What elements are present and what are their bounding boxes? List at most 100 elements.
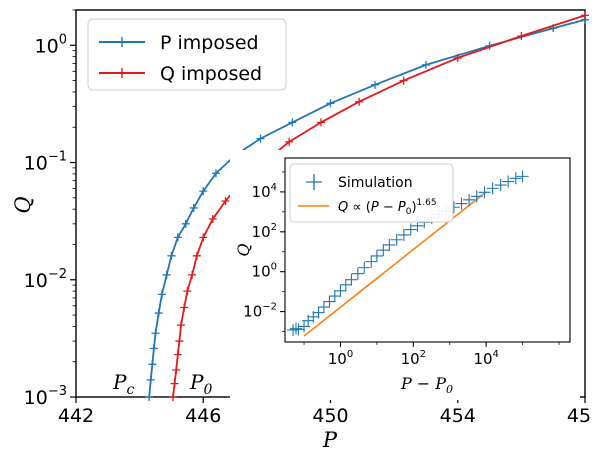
inset-x-tick-label: 102 [401, 349, 426, 368]
x-tick-label: 450 [312, 405, 348, 427]
data-point-simulation [502, 175, 515, 188]
data-point-simulation [323, 295, 336, 308]
main-y-axis-label: Q [11, 196, 35, 213]
data-point-simulation [494, 179, 507, 192]
main-x-axis-label: P [322, 428, 338, 452]
inset-y-ticks: 10−2 100 102 104 [243, 171, 285, 332]
data-point-p-imposed [149, 344, 158, 353]
data-point-q-imposed [453, 53, 462, 62]
y-tick-label: 10−3 [24, 384, 67, 409]
data-point-q-imposed [355, 97, 364, 106]
data-point-simulation [470, 190, 483, 203]
legend-label-p-imposed: P imposed [160, 32, 259, 54]
data-point-simulation [365, 255, 378, 268]
data-point-simulation [317, 301, 330, 314]
data-point-p-imposed [148, 360, 157, 369]
data-point-p-imposed [151, 329, 160, 338]
legend-marker-simulation [306, 174, 322, 190]
x-tick-label: 458 [567, 405, 592, 427]
data-point-p-imposed [189, 203, 198, 212]
data-point-simulation [339, 278, 352, 291]
main-y-ticks: 10−3 10−2 10−1 100 [24, 9, 76, 409]
annotation-p0-sub: 0 [203, 382, 212, 398]
data-point-simulation [358, 261, 371, 274]
data-point-p-imposed [146, 375, 155, 384]
data-point-p-imposed [211, 169, 220, 178]
inset-x-axis-label: P − P0 [400, 374, 453, 396]
data-point-q-imposed [172, 365, 181, 374]
y-tick-label: 10−2 [24, 267, 67, 292]
data-point-q-imposed [188, 270, 197, 279]
data-point-p-imposed [421, 60, 430, 69]
x-tick-label: 446 [185, 405, 221, 427]
inset-y-tick-label: 10−2 [243, 302, 277, 321]
series-line-q-imposed [172, 14, 586, 398]
data-point-q-imposed [517, 32, 526, 41]
inset-y-tick-label: 100 [252, 262, 277, 281]
data-point-q-imposed [170, 379, 179, 388]
data-point-simulation [370, 249, 383, 262]
inset-y-tick-label: 102 [252, 222, 277, 241]
y-tick-label: 10−1 [24, 150, 67, 175]
data-point-q-imposed [208, 214, 217, 223]
data-point-simulation [351, 267, 364, 280]
inset-legend: Simulation Q ∝ (P − P0)1.65 [289, 163, 454, 223]
data-point-q-imposed [175, 337, 184, 346]
data-point-q-imposed [316, 118, 325, 127]
main-x-ticks: 442 446 450 454 458 [58, 397, 592, 427]
legend-marker-p-imposed [117, 37, 127, 47]
data-point-simulation [334, 284, 347, 297]
data-point-simulation [486, 182, 499, 195]
data-point-p-imposed [256, 134, 265, 143]
data-point-q-imposed [192, 251, 201, 260]
data-point-p-imposed [157, 290, 166, 299]
data-point-q-imposed [199, 233, 208, 242]
data-point-simulation [328, 290, 341, 303]
annotation-pc-sub: c [126, 382, 134, 398]
data-point-simulation [463, 193, 476, 206]
data-point-p-imposed [326, 99, 335, 108]
data-point-q-imposed [183, 287, 192, 296]
data-point-simulation [287, 323, 300, 336]
inset-y-axis-label: Q [234, 243, 253, 256]
data-point-simulation [397, 228, 410, 241]
main-series-group [145, 11, 589, 401]
y-tick-label: 100 [35, 32, 67, 57]
data-point-simulation [516, 170, 529, 183]
x-tick-label: 442 [58, 405, 94, 427]
main-legend: P imposed Q imposed [87, 18, 287, 91]
legend-label-simulation: Simulation [338, 175, 413, 191]
inset-x-ticks: 100 102 104 [303, 342, 560, 368]
data-point-simulation [390, 233, 403, 246]
annotation-pc-text: P [112, 370, 127, 394]
series-line-power-law-fit [303, 191, 487, 337]
legend-label-power-law-fit: Q ∝ (P − P0)1.65 [338, 198, 437, 217]
inset-y-tick-label: 104 [252, 182, 277, 201]
inset-x-tick-label: 104 [473, 349, 498, 368]
annotation-p0: P0 [189, 370, 212, 398]
data-point-q-imposed [176, 321, 185, 330]
data-point-simulation [289, 322, 302, 335]
data-point-simulation [383, 238, 396, 251]
inset-series-group [287, 170, 529, 337]
data-point-p-imposed [173, 233, 182, 242]
data-point-simulation [404, 223, 417, 236]
data-point-simulation [455, 197, 468, 210]
data-point-q-imposed [173, 350, 182, 359]
data-point-simulation [377, 244, 390, 257]
data-point-simulation [345, 273, 358, 286]
inset-legend-box [289, 163, 454, 223]
annotation-pc: Pc [112, 370, 134, 398]
data-point-p-imposed [145, 393, 154, 401]
x-tick-label: 454 [440, 405, 476, 427]
data-point-p-imposed [162, 270, 171, 279]
data-point-q-imposed [221, 196, 230, 205]
legend-marker-q-imposed [117, 68, 127, 78]
data-point-p-imposed [154, 309, 163, 318]
data-point-q-imposed [169, 393, 178, 401]
annotation-p0-text: P [189, 370, 204, 394]
data-point-q-imposed [581, 11, 589, 20]
data-point-q-imposed [399, 76, 408, 85]
data-point-p-imposed [288, 118, 297, 127]
data-point-simulation [312, 306, 325, 319]
